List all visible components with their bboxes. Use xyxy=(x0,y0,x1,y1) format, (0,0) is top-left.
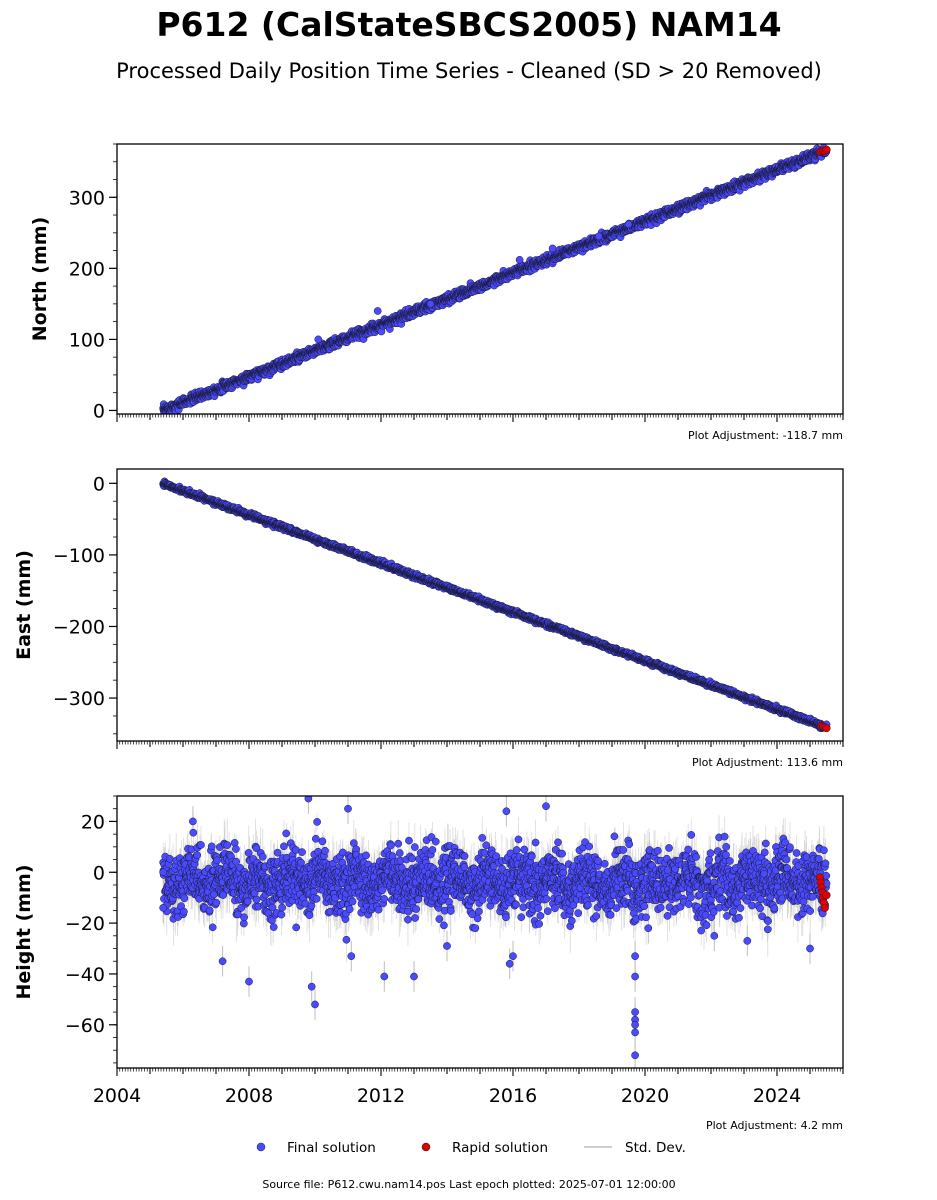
y-tick-label: 0 xyxy=(93,400,105,422)
final-points-east xyxy=(159,477,831,732)
y-tick-label: 200 xyxy=(69,258,105,280)
final-points-north xyxy=(159,144,831,414)
figure-title: P612 (CalStateSBCS2005) NAM14 xyxy=(156,5,781,44)
outlier-point xyxy=(314,335,323,344)
y-axis-label: North (mm) xyxy=(29,217,51,342)
outlier-point xyxy=(515,255,524,264)
plot-area-north xyxy=(159,144,831,414)
plot-area-east xyxy=(159,477,831,733)
plot-adjustment-note: Plot Adjustment: -118.7 mm xyxy=(688,429,843,442)
panel-north: 0 100 200 300 North (mm) Plot Adjustment: -11… xyxy=(29,143,844,442)
outlier-point xyxy=(426,300,435,308)
panels-group: 0 100 200 300 North (mm) Plot Adjustment: -11… xyxy=(13,143,844,1132)
outlier-point xyxy=(624,220,633,229)
y-tick-label: 100 xyxy=(69,329,105,351)
figure-subtitle: Processed Daily Position Time Series - C… xyxy=(116,59,822,83)
outlier-point xyxy=(548,244,557,253)
rapid-point xyxy=(822,145,831,154)
outlier-point xyxy=(594,232,603,241)
outlier-point xyxy=(373,307,382,315)
y-tick-label: 300 xyxy=(69,187,105,209)
